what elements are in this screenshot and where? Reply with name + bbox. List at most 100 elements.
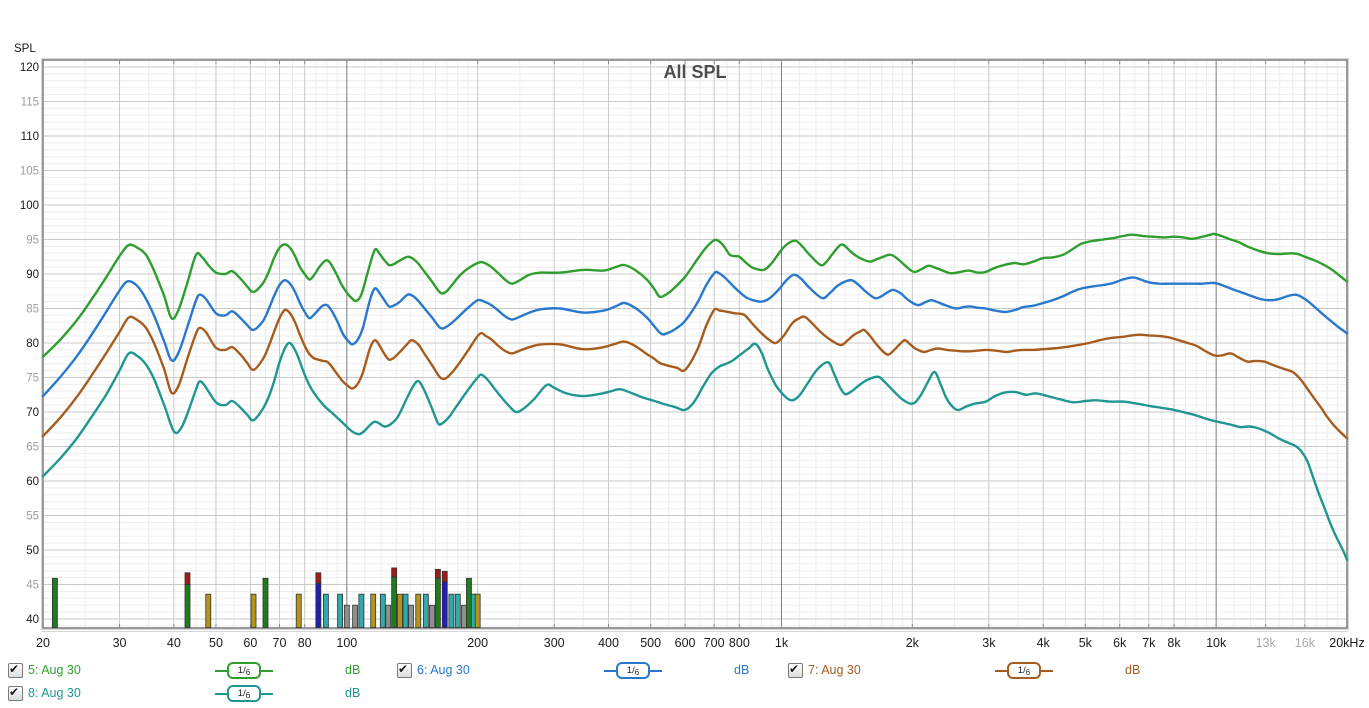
svg-text:2k: 2k [906, 636, 920, 650]
y-axis-title: SPL [14, 43, 36, 55]
bar-cap-red [391, 567, 398, 578]
legend-bar: ✔ 5: Aug 30 1/6 dB ✔ 6: Aug 30 1/6 dB ✔ 7: Aug 30… [0, 656, 1369, 708]
y-axis-labels: 120 115 110 105 100 95 90 85 80 75 70 65 60 55 50 45 40 [20, 62, 39, 626]
bar-gray [343, 604, 350, 629]
svg-text:30: 30 [113, 636, 127, 650]
legend-entry-5-aug-30: ✔ 5: Aug 30 1/6 dB [8, 662, 378, 679]
svg-text:4k: 4k [1037, 636, 1051, 650]
svg-text:5k: 5k [1079, 636, 1093, 650]
smoothing-numerator: 1/ [237, 665, 246, 676]
bar-cap-red [184, 572, 191, 585]
svg-text:70: 70 [273, 636, 287, 650]
legend-entry-7-aug-30: ✔ 7: Aug 30 1/6 dB [788, 662, 1158, 679]
bar-green [434, 577, 441, 629]
svg-text:45: 45 [26, 580, 39, 592]
bar-olive [397, 593, 403, 629]
bar-olive [415, 593, 422, 629]
svg-text:300: 300 [544, 636, 565, 650]
svg-text:6k: 6k [1113, 636, 1127, 650]
legend-checkbox-6-aug-30[interactable]: ✔ [397, 662, 412, 678]
svg-text:40: 40 [26, 614, 39, 626]
smoothing-widget-6-aug-30[interactable]: 1/6 [604, 662, 662, 679]
smoothing-denominator: 6 [634, 667, 640, 677]
svg-text:7k: 7k [1142, 636, 1156, 650]
svg-text:100: 100 [336, 636, 357, 650]
bar-teal [337, 593, 343, 629]
bar-gray [385, 604, 392, 629]
svg-text:40: 40 [167, 636, 181, 650]
svg-text:800: 800 [729, 636, 750, 650]
legend-checkbox-7-aug-30[interactable]: ✔ [788, 662, 803, 678]
legend-label-8-aug-30: 8: Aug 30 [28, 686, 81, 700]
svg-text:105: 105 [20, 166, 39, 178]
bar-gray [408, 604, 414, 629]
bar-green [466, 577, 472, 629]
svg-text:60: 60 [26, 476, 39, 488]
bar-green [262, 577, 269, 629]
svg-text:700: 700 [704, 636, 725, 650]
smoothing-line [1041, 669, 1053, 672]
curve-6-aug-30 [41, 270, 1349, 398]
bar-olive [250, 593, 257, 629]
svg-text:50: 50 [209, 636, 223, 650]
bar-olive [295, 593, 302, 629]
legend-unit-5-aug-30: dB [345, 663, 361, 677]
smoothing-badge: 1/6 [616, 662, 650, 679]
smoothing-badge: 1/6 [227, 685, 261, 702]
curve-7-aug-30 [41, 307, 1349, 440]
svg-text:80: 80 [26, 338, 39, 350]
bar-gray [461, 604, 467, 629]
svg-text:120: 120 [20, 62, 39, 74]
spl-chart: All SPL SPL 120 115 110 105 100 95 90 85 80 75 70 65 6… [14, 43, 1365, 650]
smoothing-numerator: 1/ [1017, 665, 1026, 676]
svg-text:200: 200 [467, 636, 488, 650]
svg-text:20: 20 [36, 636, 50, 650]
checkmark-icon: ✔ [398, 662, 409, 676]
smoothing-widget-7-aug-30[interactable]: 1/6 [995, 662, 1053, 679]
legend-checkbox-8-aug-30[interactable]: ✔ [8, 685, 23, 701]
svg-text:115: 115 [21, 97, 39, 109]
smoothing-line [650, 669, 662, 672]
checkmark-icon: ✔ [789, 662, 800, 676]
smoothing-line [215, 692, 227, 695]
bar-green [184, 584, 191, 629]
bar-gray [352, 604, 359, 629]
svg-text:1k: 1k [775, 636, 789, 650]
curve-8-aug-30 [41, 341, 1349, 561]
smoothing-widget-5-aug-30[interactable]: 1/6 [215, 662, 273, 679]
bar-cap-red [434, 568, 441, 579]
smoothing-denominator: 6 [245, 690, 251, 700]
svg-text:600: 600 [675, 636, 696, 650]
legend-unit-8-aug-30: dB [345, 686, 361, 700]
bar-cap-red [441, 570, 448, 583]
smoothing-line [261, 669, 273, 672]
bar-teal [379, 593, 386, 629]
plot-frame [41, 58, 1349, 632]
smoothing-badge: 1/6 [227, 662, 261, 679]
smoothing-numerator: 1/ [237, 688, 246, 699]
legend-label-7-aug-30: 7: Aug 30 [808, 663, 861, 677]
svg-text:16k: 16k [1295, 636, 1316, 650]
svg-text:90: 90 [26, 269, 39, 281]
bar-teal [402, 593, 409, 629]
distortion-bars [51, 567, 481, 629]
bar-teal [448, 593, 455, 629]
svg-text:85: 85 [26, 304, 39, 316]
smoothing-badge: 1/6 [1007, 662, 1041, 679]
smoothing-denominator: 6 [245, 667, 251, 677]
smoothing-widget-8-aug-30[interactable]: 1/6 [215, 685, 273, 702]
bar-teal [322, 593, 329, 629]
bar-olive [205, 593, 212, 629]
svg-text:100: 100 [20, 200, 39, 212]
legend-label-6-aug-30: 6: Aug 30 [417, 663, 470, 677]
legend-entry-6-aug-30: ✔ 6: Aug 30 1/6 dB [397, 662, 767, 679]
svg-text:55: 55 [26, 511, 39, 523]
legend-unit-7-aug-30: dB [1125, 663, 1141, 677]
svg-text:400: 400 [598, 636, 619, 650]
svg-text:20kHz: 20kHz [1329, 636, 1364, 650]
curve-5-aug-30 [41, 232, 1349, 358]
legend-checkbox-5-aug-30[interactable]: ✔ [8, 662, 23, 678]
svg-text:3k: 3k [982, 636, 996, 650]
checkmark-icon: ✔ [9, 662, 20, 676]
bar-blue [441, 581, 448, 629]
